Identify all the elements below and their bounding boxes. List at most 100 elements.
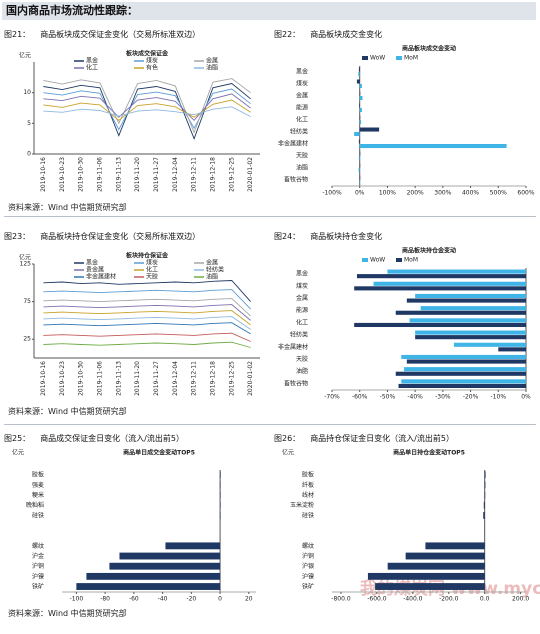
category-label: 沪银 [302, 562, 314, 570]
category-label: 轻纺类 [290, 331, 308, 339]
bar [359, 96, 363, 101]
legend-label: MoM [404, 55, 418, 62]
page-title: 国内商品市场流动性跟踪： [2, 2, 536, 20]
bar [359, 180, 360, 185]
figure-caption-text: 商品板块持仓保证金变化（交易所标准双边） [40, 232, 201, 241]
x-tick-label: 2019-10-16 [40, 361, 47, 396]
x-tick-label: 0.0 [480, 596, 490, 603]
bar [484, 471, 486, 479]
x-tick-label: 2019-12-25 [228, 361, 235, 396]
category-label: 纤板 [302, 481, 314, 489]
figure-caption-text: 商品板块成交金变化 [310, 30, 383, 39]
legend-swatch [362, 56, 368, 60]
legend-swatch [396, 258, 402, 262]
series-line [43, 280, 251, 302]
x-tick-label: 2019-10-16 [40, 157, 47, 192]
figure: 图23： 商品板块持仓保证金变化（交易所标准双边） 亿元 板块持仓保证金 25 75 125… [4, 230, 266, 404]
bar [359, 115, 361, 120]
category-label: 非金属建材 [278, 343, 308, 351]
bar [356, 79, 360, 84]
x-tick-label: 2019-10-30 [78, 361, 85, 396]
x-tick-label: -200.0 [439, 596, 459, 603]
x-tick-label: -100% [322, 190, 342, 197]
x-tick-label: 2019-12-04 [172, 157, 179, 192]
y-tick-label: 125 [20, 261, 32, 268]
category-label: 金属 [296, 92, 308, 100]
x-tick-label: -50% [380, 394, 396, 401]
legend-swatch [362, 258, 368, 262]
bar [119, 552, 221, 560]
y-unit: 亿元 [12, 449, 24, 457]
category-label: 胶板 [32, 471, 44, 479]
category-label: 油脂 [296, 164, 308, 172]
bar [484, 481, 486, 489]
legend-label: 黑金 [86, 259, 98, 267]
bar [415, 335, 526, 340]
bar [359, 144, 507, 149]
x-tick-label: 2019-12-04 [172, 361, 179, 396]
series-line [43, 332, 251, 342]
figure-caption: 图26： 商品持仓保证金日变化（流入/流出前5） [274, 432, 536, 446]
legend-label: WoW [370, 55, 385, 62]
bar [359, 120, 362, 125]
category-label: 沪铜 [32, 562, 44, 570]
series-line [43, 99, 251, 121]
figure: 图26： 商品持仓保证金日变化（流入/流出前5） 商品单日持仓金变动TOP5 亿元 -8… [274, 432, 536, 606]
bar [220, 511, 221, 519]
bar [395, 310, 526, 315]
bar [409, 318, 526, 323]
x-tick-label: -70% [324, 394, 340, 401]
x-tick-label: -80 [100, 596, 110, 603]
bar [86, 572, 221, 580]
x-tick-label: 600% [517, 190, 534, 197]
legend-label: 天胶 [146, 273, 158, 281]
x-tick-label: 2020-01-02 [247, 157, 254, 192]
figure: 图21： 商品板块成交保证金变化（交易所标准双边） 亿元 板块成交保证金 0 5 10 201… [4, 28, 266, 200]
series-line [43, 83, 251, 140]
x-tick-label: 500% [490, 190, 507, 197]
legend-label: 黑金 [86, 57, 98, 65]
bar [220, 501, 221, 509]
chart: 商品板块持仓金变动 -70% -60% -50% -40% -30% -20% -10% 0% 黑… [278, 247, 531, 401]
category-label: 煤炭 [296, 80, 308, 88]
legend-label: 煤炭 [146, 57, 158, 65]
x-tick-label: 2019-11-06 [96, 361, 103, 396]
separator [4, 216, 536, 217]
x-tick-label: 2019-11-13 [115, 361, 122, 396]
x-tick-label: 2019-10-30 [78, 157, 85, 192]
category-label: 晚籼稻 [26, 501, 44, 509]
y-tick-label: 25 [23, 336, 31, 343]
y-tick-label: 75 [23, 298, 31, 305]
bar [358, 168, 360, 173]
chart-title: 商品板块持仓金变动 [402, 247, 456, 255]
series-line [43, 341, 251, 348]
category-label: 硅铁 [32, 511, 44, 519]
x-tick-label: 2019-12-11 [191, 361, 198, 396]
x-tick-label: -20 [186, 596, 196, 603]
y-tick-label: 10 [23, 89, 31, 96]
legend-label: 煤炭 [146, 259, 158, 267]
category-label: 沪镍 [32, 572, 44, 580]
bar [359, 108, 362, 113]
bar [406, 359, 526, 364]
x-tick-label: 300% [434, 190, 451, 197]
bar [358, 67, 360, 72]
chart: 商品单日持仓金变动TOP5 亿元 -800.0 -600.0 -400.0 -200.0 0… [282, 449, 529, 603]
chart: 亿元 板块持仓保证金 25 75 125 2019-10-16 2019-10-23 2019… [19, 252, 260, 396]
bar [425, 542, 485, 550]
bar [220, 491, 221, 499]
source-note: 资料来源：Wind 中信期货研究部 [8, 407, 127, 416]
bar [220, 471, 221, 479]
legend-label: 有色 [146, 64, 158, 72]
x-tick-label: 2019-11-06 [96, 157, 103, 192]
figure-caption-text: 商品板块持仓金变化 [310, 232, 383, 241]
x-tick-label: -30% [435, 394, 451, 401]
source-note: 资料来源：Wind 中信期货研究部 [8, 203, 127, 212]
legend-label: 油脂 [206, 64, 218, 72]
legend-label: MoM [404, 257, 418, 264]
category-label: 畜牧谷物 [284, 176, 308, 184]
x-tick-label: -800.0 [331, 596, 351, 603]
x-tick-label: 100% [379, 190, 396, 197]
x-tick-label: 2019-12-18 [209, 361, 216, 396]
